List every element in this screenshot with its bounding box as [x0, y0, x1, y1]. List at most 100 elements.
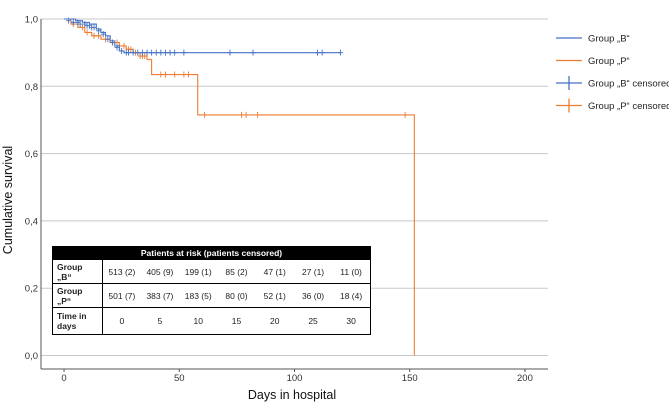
censor-mark-group-p [121, 42, 127, 49]
table-cell: 27 (1) [293, 259, 333, 284]
table-cell: 5 [140, 307, 180, 335]
y-tick-label: 0,4 [25, 216, 38, 227]
censor-mark-group-b [77, 21, 83, 28]
table-cell: 199 (1) [179, 259, 218, 284]
censor-mark-group-b [181, 49, 187, 56]
censor-mark-group-p [181, 71, 187, 78]
censor-mark-group-b [130, 49, 136, 56]
censor-mark-group-b [126, 49, 132, 56]
x-tick-labels: 0 50 100 150 200 [61, 373, 532, 384]
table-cell: 52 (1) [255, 283, 294, 308]
censor-mark-group-b [119, 47, 125, 54]
table-cell: 30 [332, 307, 371, 335]
legend-item: Group „P“ censored [556, 98, 669, 113]
legend: Group „B“ Group „P“ Group „B“ censored Grou… [556, 34, 669, 113]
axes [40, 19, 548, 372]
patients-at-risk-table: Patients at risk (patients censored) Gro… [52, 246, 371, 335]
censor-mark-group-p [91, 32, 97, 39]
table-row: Group „B“ 513 (2) 405 (9) 199 (1) 85 (2) … [52, 259, 371, 284]
legend-label: Group „P“ censored [588, 101, 669, 112]
row-label: Time in days [52, 307, 103, 335]
table-cell: 15 [217, 307, 256, 335]
x-tick-label: 50 [174, 373, 185, 384]
row-label-line1: Time in [57, 311, 87, 321]
legend-item: Group „B“ censored [556, 76, 669, 90]
censor-mark-group-b [96, 27, 102, 34]
censor-mark-group-p [96, 32, 102, 39]
censor-mark-group-p [243, 111, 249, 118]
censor-mark-group-b [172, 49, 178, 56]
censor-mark-group-p [255, 111, 261, 118]
x-tick-label: 100 [287, 373, 303, 384]
censor-mark-group-p [114, 39, 120, 46]
row-label-line2: „P“ [57, 295, 72, 306]
x-axis-label: Days in hospital [248, 388, 336, 402]
y-axis-label: Cumulative survival [1, 146, 15, 254]
censor-mark-group-b [70, 19, 76, 26]
censor-mark-group-b [66, 17, 72, 24]
table-cell: 183 (5) [179, 283, 218, 308]
censor-mark-group-p [142, 53, 148, 60]
censor-mark-group-b [162, 49, 168, 56]
x-tick-label: 0 [61, 373, 66, 384]
table-cell: 80 (0) [217, 283, 256, 308]
risk-table-title: Patients at risk (patients censored) [52, 246, 371, 260]
legend-label: Group „B“ censored [588, 79, 669, 90]
row-label: Group „B“ [52, 259, 103, 284]
censor-mark-group-p [158, 71, 164, 78]
y-tick-label: 0,6 [25, 149, 38, 160]
series-line-group-b [64, 18, 341, 54]
y-tick-label: 0,0 [25, 351, 38, 362]
censor-mark-group-b [319, 49, 325, 56]
censor-mark-group-p [185, 71, 191, 78]
table-row: Time in days 0 5 10 15 20 25 30 [52, 307, 371, 335]
legend-label: Group „P“ [588, 56, 630, 67]
censor-mark-group-b [135, 49, 141, 56]
table-row: Group „P“ 501 (7) 383 (7) 183 (5) 80 (0) … [52, 283, 371, 308]
table-cell: 513 (2) [102, 259, 141, 284]
censor-mark-group-b [114, 44, 120, 51]
censor-mark-group-b [139, 49, 145, 56]
censor-mark-group-p [162, 71, 168, 78]
censor-mark-group-b [158, 49, 164, 56]
x-tick-label: 200 [517, 373, 533, 384]
row-label-line2: days [57, 321, 77, 331]
censor-mark-group-p [172, 71, 178, 78]
legend-item: Group „P“ [556, 56, 630, 67]
censor-mark-group-p [238, 111, 244, 118]
table-cell: 0 [102, 307, 141, 335]
y-tick-labels: 0,0 0,2 0,4 0,6 0,8 1,0 [25, 15, 38, 363]
y-tick-label: 0,2 [25, 284, 38, 295]
censor-mark-group-b [149, 49, 155, 56]
row-label-line2: „B“ [57, 271, 72, 282]
legend-label: Group „B“ [588, 34, 630, 45]
table-cell: 36 (0) [293, 283, 333, 308]
censor-mark-group-b [100, 31, 106, 38]
censor-mark-group-p [79, 24, 85, 31]
censor-mark-group-b [315, 49, 321, 56]
censor-mark-group-b [144, 49, 150, 56]
censor-mark-group-p [202, 111, 208, 118]
table-cell: 18 (4) [332, 283, 371, 308]
censor-mark-group-b [109, 39, 115, 46]
table-cell: 501 (7) [102, 283, 141, 308]
row-label-line1: Group [57, 261, 83, 272]
table-cell: 20 [255, 307, 294, 335]
censor-mark-group-b [91, 24, 97, 31]
censor-mark-group-p [128, 46, 134, 53]
table-cell: 10 [179, 307, 218, 335]
series-group [64, 17, 415, 356]
table-cell: 25 [293, 307, 333, 335]
table-cell: 383 (7) [140, 283, 180, 308]
table-cell: 85 (2) [217, 259, 256, 284]
censor-mark-group-b [167, 49, 173, 56]
censor-mark-group-p [84, 29, 90, 36]
censor-mark-group-b [250, 49, 256, 56]
y-tick-label: 0,8 [25, 82, 38, 93]
table-cell: 47 (1) [255, 259, 294, 284]
row-label-line1: Group [57, 285, 83, 296]
censor-mark-group-b [105, 36, 111, 43]
x-tick-label: 150 [402, 373, 418, 384]
table-cell: 11 (0) [332, 259, 371, 284]
